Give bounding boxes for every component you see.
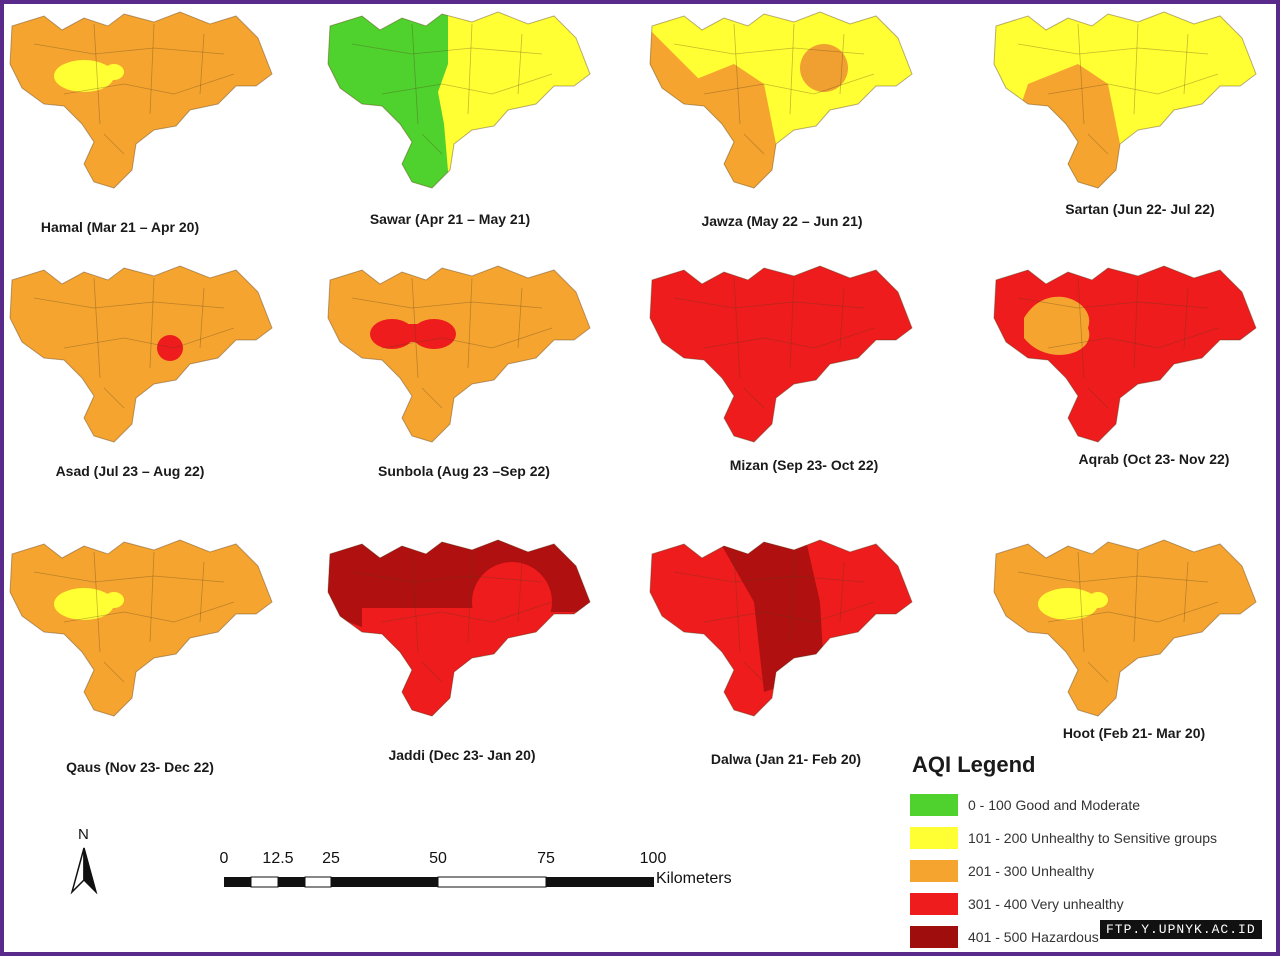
legend-row: 0 - 100 Good and Moderate [910, 788, 1276, 821]
legend-label-sensitive: 101 - 200 Unhealthy to Sensitive groups [968, 829, 1218, 846]
map-panel-5 [9, 265, 273, 443]
scale-tick-3: 50 [429, 850, 447, 867]
aqi-zone-west [328, 12, 450, 188]
scale-tick-2: 25 [322, 850, 340, 867]
legend-title: AQI Legend [912, 752, 1036, 777]
panel-caption: Jaddi (Dec 23- Jan 20) [388, 747, 535, 763]
district-boundaries [673, 23, 875, 155]
panel-caption: Hamal (Mar 21 – Apr 20) [41, 219, 199, 235]
panel-caption: Asad (Jul 23 – Aug 22) [56, 463, 205, 479]
north-arrow: N [68, 826, 100, 896]
district-boundaries [673, 277, 875, 409]
panel-caption: Aqrab (Oct 23- Nov 22) [1079, 451, 1230, 467]
panel-caption: Hoot (Feb 21- Mar 20) [1063, 725, 1205, 741]
aqi-zone-blob [54, 60, 124, 92]
scale-tick-4: 75 [537, 850, 555, 867]
figure-frame: Hamal (Mar 21 – Apr 20) Sawar (Apr 21 – M… [4, 4, 1276, 952]
map-panel-9 [9, 539, 273, 717]
aqi-zone-blob [54, 588, 124, 620]
region-base [994, 540, 1256, 716]
scale-bar-graphic [224, 876, 654, 888]
map-panel-3 [649, 11, 913, 189]
district-boundaries [351, 277, 553, 409]
legend-row: 201 - 300 Unhealthy [910, 854, 1276, 887]
scale-tick-1: 12.5 [262, 850, 294, 867]
legend-swatch-unhealthy [910, 859, 958, 882]
map-panel-6 [327, 265, 591, 443]
legend-row: 101 - 200 Unhealthy to Sensitive groups [910, 821, 1276, 854]
map-panel-10 [327, 539, 591, 717]
district-boundaries [1017, 277, 1219, 409]
legend-swatch-hazardous [910, 925, 958, 948]
panel-caption: Jawza (May 22 – Jun 21) [701, 213, 862, 229]
legend-swatch-sensitive [910, 826, 958, 849]
panel-caption: Dalwa (Jan 21- Feb 20) [711, 751, 861, 767]
scale-tick-0: 0 [219, 850, 229, 867]
aqi-zone-dot [157, 335, 183, 361]
region-base [994, 266, 1256, 442]
legend-row: 401 - 500 Hazardous [910, 920, 1276, 952]
region-base [650, 266, 912, 442]
map-grid: Hamal (Mar 21 – Apr 20) Sawar (Apr 21 – M… [9, 11, 1257, 775]
map-panel-1 [9, 11, 273, 189]
district-boundaries [1017, 23, 1219, 155]
district-boundaries [33, 277, 235, 409]
aqi-zone-band [714, 540, 824, 692]
aqi-legend: AQI Legend 0 - 100 Good and Moderate 101… [910, 752, 1276, 952]
district-boundaries [673, 551, 875, 683]
legend-label-unhealthy: 201 - 300 Unhealthy [968, 862, 1095, 879]
aqi-zone-blob [1038, 588, 1108, 620]
aqi-zone-circle [800, 44, 848, 92]
legend-label-hazardous: 401 - 500 Hazardous [968, 928, 1099, 945]
legend-row: 301 - 400 Very unhealthy [910, 887, 1276, 920]
map-panel-2 [327, 11, 591, 189]
panel-caption: Mizan (Sep 23- Oct 22) [730, 457, 879, 473]
scale-unit-label: Kilometers [656, 870, 732, 887]
district-boundaries [351, 23, 553, 155]
panel-caption: Sunbola (Aug 23 –Sep 22) [378, 463, 550, 479]
aqi-zone-blobwest [1024, 296, 1090, 355]
aqi-zone-peanut [370, 319, 456, 349]
region-base [328, 266, 590, 442]
region-base [650, 12, 912, 188]
map-panel-4 [993, 11, 1257, 189]
map-panel-11 [649, 539, 913, 717]
region-base [10, 540, 272, 716]
map-panel-7 [649, 265, 913, 443]
region-base [994, 12, 1256, 188]
district-boundaries [33, 551, 235, 683]
legend-swatch-very-unhealthy [910, 892, 958, 915]
legend-label-good: 0 - 100 Good and Moderate [968, 796, 1141, 813]
panel-caption: Sartan (Jun 22- Jul 22) [1065, 201, 1214, 217]
district-boundaries [33, 23, 235, 155]
map-panel-12 [993, 539, 1257, 717]
region-base [10, 12, 272, 188]
scale-bar: 0 12.5 25 50 75 100 Kilometers [216, 850, 756, 890]
north-label: N [78, 826, 89, 843]
watermark: FTP.Y.UPNYK.AC.ID [1100, 920, 1262, 939]
district-boundaries [1017, 551, 1219, 683]
legend-label-very-unhealthy: 301 - 400 Very unhealthy [968, 895, 1124, 912]
district-boundaries [351, 551, 553, 683]
north-arrow-icon [70, 847, 98, 895]
map-panel-8 [993, 265, 1257, 443]
panel-caption: Sawar (Apr 21 – May 21) [370, 211, 530, 227]
legend-swatch-good [910, 793, 958, 816]
scale-tick-5: 100 [639, 850, 667, 867]
panel-caption: Qaus (Nov 23- Dec 22) [66, 759, 214, 775]
region-base [10, 266, 272, 442]
